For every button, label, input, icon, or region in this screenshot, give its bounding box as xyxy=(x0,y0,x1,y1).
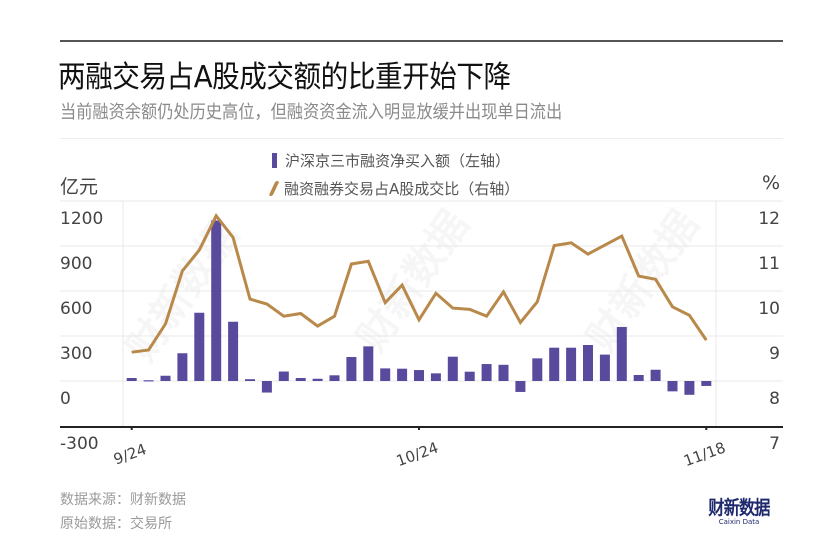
right-axis-tick-label: 7 xyxy=(769,434,780,454)
right-axis-tick-label: 9 xyxy=(769,344,780,364)
legend-bar-label: 沪深京三市融资净买入额（左轴） xyxy=(285,151,511,170)
left-axis-tick-label: 900 xyxy=(60,254,92,274)
bar xyxy=(329,375,340,381)
bar xyxy=(295,378,306,381)
logo-cn-text: 财新数据 xyxy=(708,497,770,519)
x-axis-tick-label: 11/18 xyxy=(681,438,728,470)
bar xyxy=(616,327,627,381)
bar-swatch-icon xyxy=(272,152,277,168)
bar xyxy=(684,381,695,395)
bar xyxy=(430,373,441,381)
left-axis-unit: 亿元 xyxy=(60,176,99,198)
bar xyxy=(566,347,577,381)
bar xyxy=(464,371,475,381)
legend: 沪深京三市融资净买入额（左轴） 融资融券交易占A股成交比（右轴） xyxy=(268,146,520,202)
legend-item-line: 融资融券交易占A股成交比（右轴） xyxy=(268,174,520,202)
bar xyxy=(228,321,239,381)
bar xyxy=(160,375,171,381)
bar xyxy=(194,312,205,381)
footer: 数据来源：财新数据 原始数据：交易所 xyxy=(60,488,186,536)
right-axis-tick-label: 10 xyxy=(758,299,780,319)
bar xyxy=(380,368,391,381)
data-source: 数据来源：财新数据 xyxy=(60,492,186,508)
bar xyxy=(633,375,644,381)
ratio-line xyxy=(131,212,708,354)
bar xyxy=(532,358,543,381)
x-axis xyxy=(60,426,783,430)
x-axis-labels: 9/24 10/24 11/18 xyxy=(111,438,728,470)
bar xyxy=(583,345,593,381)
bar xyxy=(549,347,560,381)
legend-item-bar: 沪深京三市融资净买入额（左轴） xyxy=(272,146,519,174)
bar xyxy=(397,368,408,381)
bar xyxy=(211,220,222,381)
bar xyxy=(177,353,188,381)
line-series xyxy=(131,212,708,354)
left-axis-tick-label: 1200 xyxy=(60,209,103,229)
bar-series xyxy=(126,220,712,395)
bar xyxy=(515,381,526,392)
logo-en-text: Caixin Data xyxy=(718,518,760,526)
bar xyxy=(498,364,509,381)
header-divider xyxy=(60,138,783,139)
bar xyxy=(126,378,137,381)
right-axis-tick-label: 8 xyxy=(769,389,780,409)
left-axis-labels: 1200 900 600 300 0 -300 xyxy=(60,209,103,454)
left-axis-tick-label: 600 xyxy=(60,299,92,319)
top-rule xyxy=(60,40,783,42)
right-axis-labels: 12 11 10 9 8 7 xyxy=(758,209,780,454)
bar xyxy=(261,381,272,393)
bar xyxy=(447,356,458,381)
left-axis-tick-label: 300 xyxy=(60,344,92,364)
raw-data-source: 原始数据：交易所 xyxy=(60,516,172,532)
right-axis-tick-label: 12 xyxy=(758,209,780,229)
left-axis-tick-label: 0 xyxy=(60,389,71,409)
right-axis-tick-label: 11 xyxy=(758,254,780,274)
x-axis-tick-label: 9/24 xyxy=(111,440,149,468)
bar xyxy=(363,346,374,381)
bar xyxy=(245,379,255,381)
right-axis-unit: % xyxy=(762,172,781,194)
legend-line-label: 融资融券交易占A股成交比（右轴） xyxy=(284,179,520,198)
bar xyxy=(650,369,661,381)
bar xyxy=(414,370,424,381)
bar xyxy=(701,381,712,386)
bar xyxy=(481,364,492,381)
x-axis-tick-label: 10/24 xyxy=(394,438,441,470)
left-axis-tick-label: -300 xyxy=(60,434,99,454)
bar xyxy=(667,381,678,392)
chart-subtitle: 当前融资余额仍处历史高位，但融资资金流入明显放缓并出现单日流出 xyxy=(60,102,563,123)
caixin-logo: 财新数据 Caixin Data xyxy=(703,498,775,527)
chart-title: 两融交易占A股成交额的比重开始下降 xyxy=(58,60,511,95)
bar xyxy=(599,354,610,381)
bar xyxy=(346,357,357,381)
bar xyxy=(143,380,154,382)
bar xyxy=(312,378,323,381)
bar xyxy=(278,371,289,381)
